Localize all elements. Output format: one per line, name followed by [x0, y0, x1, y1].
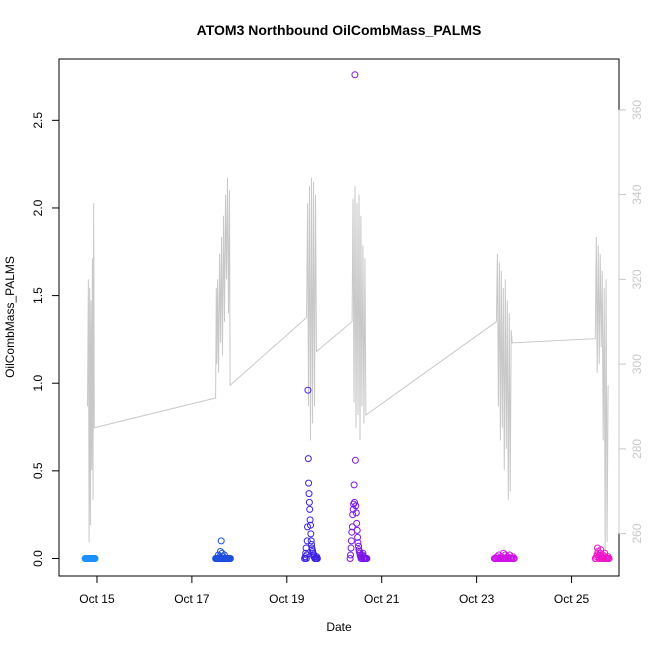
data-point — [302, 555, 310, 562]
data-point — [353, 519, 361, 527]
data-point — [304, 386, 312, 394]
data-point — [305, 479, 313, 487]
data-point — [302, 549, 310, 557]
data-point — [226, 555, 234, 562]
y-left-tick-label: 2.0 — [31, 199, 45, 216]
data-point — [363, 555, 371, 562]
x-tick-label: Oct 21 — [364, 592, 400, 606]
y-right-tick-label: 340 — [630, 184, 644, 204]
data-point — [304, 455, 312, 463]
scatter-series — [81, 71, 613, 562]
data-point — [510, 555, 518, 562]
x-tick-label: Oct 15 — [79, 592, 115, 606]
data-point — [348, 523, 356, 531]
y-left-tick-label: 0.0 — [31, 550, 45, 567]
y-left-tick-label: 1.0 — [31, 375, 45, 392]
data-point — [307, 537, 315, 545]
data-point — [303, 537, 311, 545]
data-point — [354, 539, 362, 547]
data-point — [353, 526, 361, 534]
data-point — [351, 456, 359, 464]
data-point — [91, 555, 99, 562]
chart-title: ATOM3 Northbound OilCombMass_PALMS — [197, 22, 482, 38]
y-right-tick-label: 300 — [630, 354, 644, 374]
data-point — [216, 548, 224, 555]
data-point — [308, 541, 316, 548]
y-left-tick-label: 0.5 — [31, 462, 45, 479]
x-axis-label: Date — [326, 620, 352, 634]
x-tick-label: Oct 19 — [269, 592, 305, 606]
data-point — [307, 530, 315, 538]
data-point — [347, 537, 355, 545]
data-point — [303, 551, 311, 559]
data-point — [349, 511, 357, 519]
data-point — [605, 555, 613, 562]
data-point — [217, 537, 225, 545]
y-axis-label: OilCombMass_PALMS — [3, 256, 17, 378]
data-point — [347, 544, 355, 552]
line-series — [87, 177, 609, 551]
data-point — [351, 71, 359, 79]
y-left-tick-label: 1.5 — [31, 287, 45, 304]
data-point — [307, 521, 314, 529]
x-tick-label: Oct 25 — [554, 592, 590, 606]
data-point — [305, 498, 313, 506]
data-point — [355, 542, 362, 550]
x-tick-label: Oct 23 — [459, 592, 495, 606]
data-point — [313, 555, 321, 562]
data-point — [350, 481, 358, 489]
y-right-tick-label: 360 — [630, 100, 644, 120]
x-tick-label: Oct 17 — [174, 592, 210, 606]
data-point — [347, 551, 354, 559]
y-axis-right: 260 280 300 320 340 360 — [618, 100, 644, 544]
data-point — [306, 505, 314, 513]
y-right-tick-label: 260 — [630, 523, 644, 543]
y-axis-left: 0.0 0.5 1.0 1.5 2.0 2.5 — [31, 112, 60, 567]
data-point — [351, 498, 358, 506]
data-point — [352, 502, 360, 510]
y-right-tick-label: 320 — [630, 269, 644, 289]
data-point — [594, 544, 601, 552]
data-point — [352, 509, 360, 517]
y-right-tick-label: 280 — [630, 439, 644, 459]
data-point — [354, 533, 362, 541]
data-point — [306, 516, 314, 524]
data-point — [301, 553, 309, 561]
x-axis: Oct 15 Oct 17 Oct 19 Oct 21 Oct 23 Oct 25 — [79, 575, 590, 606]
data-point — [305, 490, 313, 498]
plot-frame — [58, 58, 620, 577]
altitude-line — [87, 177, 609, 551]
data-point — [346, 555, 354, 562]
y-left-tick-label: 2.5 — [31, 112, 45, 129]
